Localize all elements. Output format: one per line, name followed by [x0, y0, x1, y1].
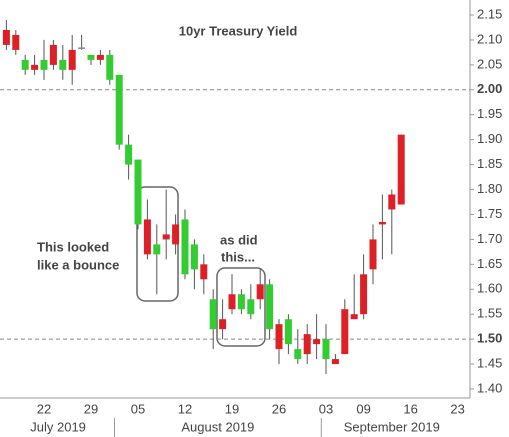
candle-body: [2, 29, 10, 45]
candle-body: [59, 59, 67, 70]
candle-body: [143, 219, 151, 255]
x-tick-label: 16: [403, 401, 417, 416]
candle-body: [350, 314, 358, 320]
candle-body: [294, 349, 302, 360]
y-tick-label: 1.45: [477, 356, 502, 371]
candle-body: [21, 59, 29, 70]
x-tick-label: 05: [131, 401, 145, 416]
candle-body: [106, 54, 114, 80]
y-tick-label: 1.95: [477, 106, 502, 121]
y-tick-label: 1.85: [477, 156, 502, 171]
y-tick-label: 2.10: [477, 31, 502, 46]
candle-body: [153, 244, 161, 255]
y-tick-label: 1.75: [477, 206, 502, 221]
candle-body: [275, 324, 283, 350]
y-tick-label: 1.40: [477, 380, 502, 395]
y-tick-label: 1.65: [477, 256, 502, 271]
month-label: July 2019: [30, 419, 86, 434]
x-tick-label: 29: [84, 401, 98, 416]
x-tick-label: 26: [272, 401, 286, 416]
y-tick-label: 1.55: [477, 306, 502, 321]
candle-body: [190, 244, 198, 270]
y-tick-label: 1.60: [477, 281, 502, 296]
x-tick-label: 19: [225, 401, 239, 416]
candle-body: [219, 319, 227, 330]
candle-body: [96, 54, 104, 60]
candle-body: [68, 49, 76, 70]
annotation: like a bounce: [37, 257, 119, 272]
candle-body: [162, 234, 170, 240]
annotation: as did: [220, 232, 258, 247]
candle-body: [397, 134, 405, 205]
x-tick-label: 23: [450, 401, 464, 416]
annotation-box: [136, 186, 179, 302]
annotation: this...: [221, 249, 255, 264]
candle-body: [341, 309, 349, 355]
candle-body: [256, 284, 264, 300]
candle-body: [284, 319, 292, 345]
candle-body: [369, 239, 377, 270]
y-tick-label: 2.15: [477, 6, 502, 21]
candle-body: [388, 194, 396, 210]
month-label: August 2019: [181, 419, 254, 434]
candle-body: [209, 299, 217, 330]
x-tick-label: 09: [356, 401, 370, 416]
annotation: This looked: [37, 239, 109, 254]
candle-body: [247, 299, 255, 315]
candle-body: [228, 294, 236, 310]
candle-body: [313, 339, 321, 345]
chart-title: 10yr Treasury Yield: [179, 23, 298, 38]
candle-body: [40, 59, 48, 70]
candle-body: [303, 334, 311, 355]
x-tick-label: 22: [37, 401, 51, 416]
x-tick-label: 03: [319, 401, 333, 416]
candle-body: [31, 64, 39, 70]
candle-body: [115, 74, 123, 145]
candle-body: [125, 144, 133, 165]
candle-body: [360, 274, 368, 315]
candle-body: [78, 47, 86, 49]
y-tick-label: 1.90: [477, 131, 502, 146]
x-tick-label: 12: [178, 401, 192, 416]
annotation-box: [216, 267, 266, 347]
candle-body: [378, 221, 386, 225]
y-tick-label: 2.05: [477, 56, 502, 71]
month-label: September 2019: [344, 419, 440, 434]
candle-body: [237, 294, 245, 310]
candle-body: [181, 219, 189, 275]
y-tick-label: 2.00: [477, 81, 502, 96]
candle-body: [200, 264, 208, 280]
y-tick-label: 1.50: [477, 331, 502, 346]
candle-body: [266, 284, 274, 330]
y-tick-label: 1.80: [477, 181, 502, 196]
candle-body: [322, 339, 330, 360]
candle-body: [172, 224, 180, 245]
candle-body: [12, 34, 20, 50]
candle-body: [331, 359, 339, 365]
candle-body: [87, 54, 95, 60]
candle-body: [134, 159, 142, 225]
candle-body: [49, 44, 57, 65]
y-tick-label: 1.70: [477, 231, 502, 246]
